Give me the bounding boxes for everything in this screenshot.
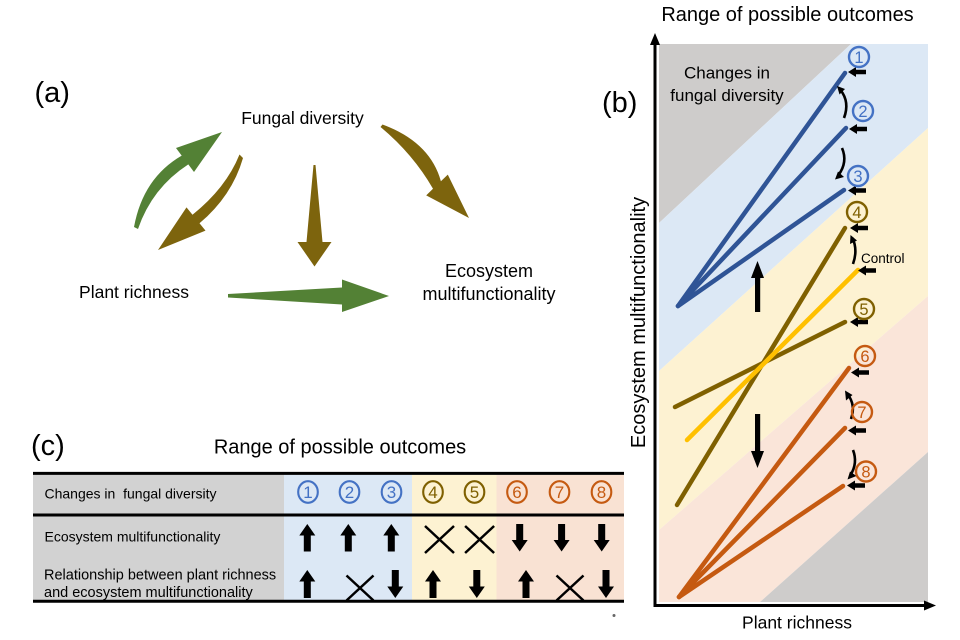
svg-text:4: 4 <box>852 204 861 222</box>
svg-text:Range of possible outcomes: Range of possible outcomes <box>214 437 466 459</box>
svg-text:Range of possible outcomes: Range of possible outcomes <box>661 4 913 26</box>
svg-text:Changes in: Changes in <box>684 64 770 83</box>
svg-text:4: 4 <box>428 483 437 502</box>
svg-text:5: 5 <box>859 301 868 319</box>
svg-text:and ecosystem multifunctionali: and ecosystem multifunctionality <box>44 585 253 601</box>
svg-text:2: 2 <box>345 483 354 502</box>
svg-text:Ecosystem: Ecosystem <box>445 261 533 281</box>
svg-text:7: 7 <box>857 404 866 422</box>
svg-text:Ecosystem multifunctionality: Ecosystem multifunctionality <box>45 529 221 545</box>
svg-text:Control: Control <box>861 251 905 266</box>
svg-text:fungal diversity: fungal diversity <box>670 86 784 105</box>
svg-text:Plant richness: Plant richness <box>79 282 189 302</box>
svg-text:(b): (b) <box>602 87 637 119</box>
svg-text:(a): (a) <box>35 77 70 109</box>
svg-text:7: 7 <box>555 483 564 502</box>
svg-text:Ecosystem multifunctionality: Ecosystem multifunctionality <box>628 197 650 448</box>
svg-text:3: 3 <box>853 168 862 186</box>
svg-text:5: 5 <box>470 483 479 502</box>
svg-text:6: 6 <box>860 348 869 366</box>
svg-text:Fungal diversity: Fungal diversity <box>241 108 364 128</box>
svg-text:Relationship between plant ric: Relationship between plant richness <box>44 568 276 584</box>
svg-text:multifunctionality: multifunctionality <box>422 284 555 304</box>
svg-text:Plant richness: Plant richness <box>742 613 852 633</box>
svg-text:6: 6 <box>512 483 521 502</box>
svg-text:1: 1 <box>303 483 312 502</box>
svg-text:1: 1 <box>854 49 863 67</box>
svg-text:(c): (c) <box>31 430 65 462</box>
svg-text:8: 8 <box>597 483 606 502</box>
svg-text:2: 2 <box>858 103 867 121</box>
svg-text:3: 3 <box>387 483 396 502</box>
svg-text:Changes in fungal diversity: Changes in fungal diversity <box>45 486 217 502</box>
svg-text:8: 8 <box>861 464 870 482</box>
